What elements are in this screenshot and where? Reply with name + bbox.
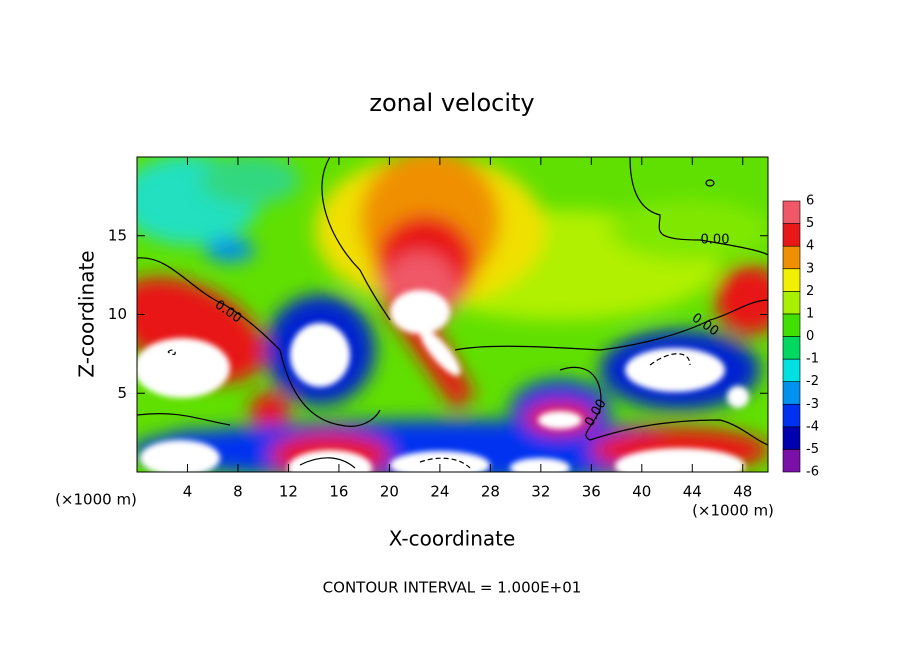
colorbar-band <box>782 403 801 428</box>
x-tick-label: 36 <box>582 483 601 501</box>
colorbar-label: 0 <box>806 329 814 344</box>
x-tick-label: 4 <box>183 483 193 501</box>
x-unit-label: (×1000 m) <box>692 502 774 520</box>
colorbar-band <box>782 245 801 270</box>
colorbar-label: -6 <box>806 465 819 480</box>
colorbar-band <box>782 358 801 382</box>
colorbar-band <box>782 449 801 473</box>
colorbar-band <box>782 291 801 315</box>
colorbar-band <box>782 336 801 360</box>
colorbar-label: -2 <box>806 374 819 389</box>
chart-title: zonal velocity <box>369 89 534 117</box>
colorbar-band <box>782 200 801 224</box>
colorbar-label: -4 <box>806 419 819 434</box>
y-tick-label: 10 <box>108 305 127 323</box>
footnote: CONTOUR INTERVAL = 1.000E+01 <box>323 579 582 597</box>
colorbar-band <box>782 426 801 450</box>
x-tick-label: 40 <box>632 483 651 501</box>
colorbar-label: -3 <box>806 397 819 412</box>
colorbar-label: 1 <box>806 306 814 321</box>
colorbar-band <box>782 381 801 405</box>
x-tick-label: 24 <box>430 483 449 501</box>
contour-label: 0.00 <box>701 233 730 248</box>
x-tick-label: 28 <box>481 483 500 501</box>
colorbar-label: -1 <box>806 352 819 367</box>
colorbar-band <box>782 268 801 292</box>
x-axis-label: X-coordinate <box>389 527 516 551</box>
y-tick-label: 5 <box>117 384 127 402</box>
colorbar-band <box>782 313 801 337</box>
x-tick-label: 20 <box>380 483 399 501</box>
colorbar-label: 4 <box>806 239 814 254</box>
colorbar-label: 3 <box>806 261 814 276</box>
x-tick-label: 16 <box>329 483 348 501</box>
x-tick-label: 12 <box>279 483 298 501</box>
field <box>137 157 768 472</box>
colorbar-band <box>782 223 801 247</box>
x-tick-label: 32 <box>531 483 550 501</box>
colorbar-label: 5 <box>806 216 814 231</box>
y-tick-label: 15 <box>108 226 127 244</box>
x-tick-label: 8 <box>233 483 243 501</box>
colorbar-label: 6 <box>806 194 814 209</box>
y-unit-label: (×1000 m) <box>55 491 137 509</box>
y-axis-label: Z-coordinate <box>75 250 99 377</box>
colorbar-label: -5 <box>806 442 819 457</box>
colorbar-label: 2 <box>806 284 814 299</box>
x-tick-label: 44 <box>683 483 702 501</box>
x-tick-label: 48 <box>733 483 752 501</box>
